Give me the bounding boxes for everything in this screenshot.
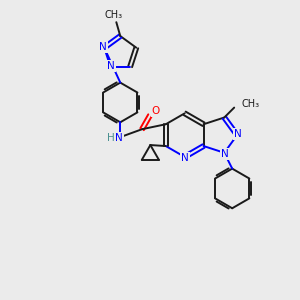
Text: O: O — [152, 106, 160, 116]
Text: N: N — [221, 149, 229, 159]
Text: H: H — [107, 133, 115, 143]
Text: N: N — [107, 61, 115, 70]
Text: N: N — [99, 42, 107, 52]
Text: CH₃: CH₃ — [104, 10, 122, 20]
Text: N: N — [116, 133, 123, 143]
Text: N: N — [234, 129, 242, 139]
Text: CH₃: CH₃ — [241, 99, 259, 109]
Text: N: N — [181, 153, 189, 163]
